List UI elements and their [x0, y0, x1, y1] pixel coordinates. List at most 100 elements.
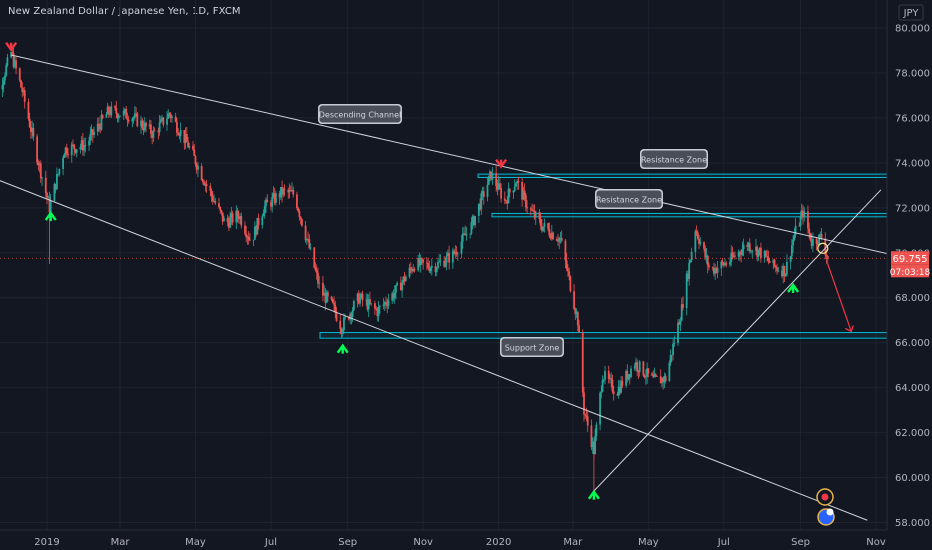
candle-body	[646, 368, 648, 377]
candle-body	[408, 267, 411, 277]
candle-body	[271, 196, 274, 207]
candle-body	[656, 375, 658, 377]
candle-body	[221, 212, 224, 222]
arrow-down-icon	[5, 42, 18, 52]
candle-body	[418, 258, 421, 265]
candle-body	[617, 386, 620, 396]
candle-body	[567, 268, 569, 272]
candle-body	[211, 196, 214, 202]
currency-badge	[898, 4, 924, 21]
candle-body	[124, 109, 126, 111]
candle-body	[193, 149, 196, 156]
candle-body	[698, 238, 700, 244]
candle-body	[64, 147, 67, 155]
candle-body	[508, 188, 511, 193]
y-tick-label: 72.000	[895, 203, 930, 214]
candle-body	[4, 75, 6, 81]
candle-body	[313, 247, 316, 268]
candle-body	[10, 52, 13, 58]
candle-body	[763, 251, 766, 258]
candle-body	[145, 122, 147, 127]
candle-body	[505, 200, 507, 202]
candle-body	[375, 308, 378, 310]
candle-body	[359, 297, 361, 304]
candle-body	[89, 133, 92, 141]
candle-body	[253, 226, 256, 240]
candle-body	[730, 252, 733, 263]
y-tick-label: 62.000	[895, 428, 930, 439]
candle-body	[751, 250, 754, 252]
candle-body	[184, 134, 187, 144]
candle-body	[237, 216, 240, 220]
candle-body	[460, 241, 463, 254]
candle-body	[661, 378, 663, 384]
candle-body	[427, 262, 429, 268]
candle-body	[72, 144, 74, 146]
candle-body	[642, 361, 645, 376]
candle-body	[396, 282, 399, 286]
candle-body	[760, 247, 762, 258]
candle-body	[547, 223, 550, 230]
candle-body	[507, 188, 510, 204]
candle-body	[729, 262, 731, 265]
y-tick-label: 68.000	[895, 293, 930, 304]
candle-body	[249, 239, 251, 241]
candle-body	[166, 118, 168, 125]
candle-body	[513, 186, 516, 191]
candle-body	[672, 343, 674, 356]
candle-body	[542, 226, 545, 231]
candle-body	[195, 164, 198, 170]
candle-body	[532, 210, 535, 212]
candle-body	[283, 188, 286, 190]
candle-body	[662, 378, 665, 383]
candle-body	[757, 249, 760, 257]
candle-body	[298, 211, 301, 217]
event-dot-icon	[821, 493, 829, 501]
candle-body	[477, 203, 480, 216]
candle-body	[349, 313, 352, 320]
candle-body	[148, 124, 151, 127]
candle-body	[555, 239, 558, 241]
candle-body	[240, 216, 243, 226]
candle-body	[107, 106, 110, 113]
candle-body	[90, 129, 93, 134]
candle-body	[586, 416, 589, 426]
candle-body	[491, 172, 494, 180]
candle-body	[695, 231, 698, 233]
candle-body	[664, 376, 667, 382]
candle-body	[326, 292, 329, 297]
candle-body	[435, 268, 438, 273]
candle-body	[119, 115, 121, 117]
candle-body	[263, 205, 266, 214]
candle-body	[351, 310, 354, 317]
candle-body	[324, 292, 327, 303]
candle-body	[404, 276, 407, 282]
candle-body	[721, 261, 724, 263]
candle-body	[204, 183, 207, 186]
candle-body	[496, 185, 499, 190]
candle-body	[616, 394, 619, 396]
candle-body	[694, 231, 697, 252]
candle-body	[151, 133, 154, 138]
candle-body	[377, 307, 380, 317]
candle-body	[635, 362, 637, 367]
candle-body	[179, 129, 182, 136]
x-tick-label: Nov	[866, 537, 886, 548]
candle-body	[20, 80, 22, 88]
candle-body	[643, 375, 646, 378]
candle-body	[135, 113, 137, 115]
candle-body	[732, 255, 735, 257]
candle-body	[644, 376, 647, 378]
candle-body	[304, 225, 307, 241]
x-tick-label: Jul	[264, 537, 277, 548]
candle-body	[252, 239, 255, 241]
candle-body	[272, 193, 275, 197]
arrow-down-icon	[495, 158, 508, 169]
candle-body	[100, 115, 103, 130]
candle-body	[360, 293, 363, 298]
candle-body	[291, 190, 293, 192]
candle-body	[767, 256, 770, 262]
candle-body	[498, 183, 501, 188]
candle-body	[46, 192, 48, 198]
